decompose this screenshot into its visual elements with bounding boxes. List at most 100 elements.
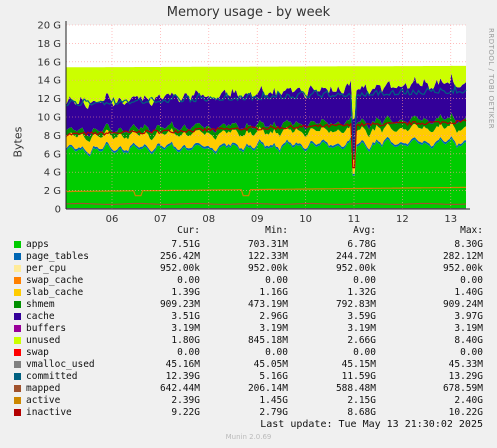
area-cache <box>66 73 466 152</box>
legend-swatch-slab_cache <box>14 289 21 296</box>
legend-avg-mapped: 588.48M <box>335 383 376 394</box>
legend-header-cur: Cur: <box>177 225 200 236</box>
legend-swatch-mapped <box>14 385 21 392</box>
legend-row-buffers: buffers 3.19M 3.19M 3.19M 3.19M <box>0 323 497 335</box>
legend-min-vmalloc_used: 45.05M <box>253 359 288 370</box>
line-committed <box>65 84 467 155</box>
legend-row-vmalloc_used: vmalloc_used 45.16M 45.05M 45.15M 45.33M <box>0 359 497 371</box>
legend-min-shmem: 473.19M <box>247 299 288 310</box>
legend-avg-cache: 3.59G <box>347 311 376 322</box>
legend-max-slab_cache: 1.40G <box>454 287 483 298</box>
legend-max-mapped: 678.59M <box>442 383 483 394</box>
legend-avg-buffers: 3.19M <box>347 323 376 334</box>
legend-cur-swap: 0.00 <box>177 347 200 358</box>
last-update: Last update: Tue May 13 21:30:02 2025 <box>260 419 483 430</box>
legend-name-shmem: shmem <box>26 299 55 310</box>
legend-cur-page_tables: 256.42M <box>159 251 200 262</box>
legend-swatch-apps <box>14 241 21 248</box>
x-tick-label: 08 <box>202 214 215 225</box>
line-inactive <box>65 119 467 169</box>
stacked-areas <box>66 65 466 209</box>
area-page_tables <box>66 136 466 176</box>
area-slab_cache <box>66 121 466 174</box>
legend-cur-apps: 7.51G <box>171 239 200 250</box>
memory-chart: 0 2 G 4 G 6 G 8 G 10 G 12 G 14 G 16 G 18 G 20 G 06 0… <box>37 21 470 225</box>
chart-title: Memory usage - by week <box>166 5 331 20</box>
legend-avg-swap: 0.00 <box>353 347 376 358</box>
legend-swatch-active <box>14 397 21 404</box>
legend-header-min: Min: <box>265 225 288 236</box>
legend-swatch-per_cpu <box>14 265 21 272</box>
legend-name-per_cpu: per_cpu <box>26 263 67 274</box>
legend-min-unused: 845.18M <box>247 335 288 346</box>
legend-name-vmalloc_used: vmalloc_used <box>26 359 95 370</box>
area-unused <box>66 65 466 120</box>
y-tick-label: 8 G <box>44 131 61 142</box>
legend-cur-swap_cache: 0.00 <box>177 275 200 286</box>
area-apps <box>66 138 466 209</box>
legend-name-mapped: mapped <box>26 383 61 394</box>
legend-avg-slab_cache: 1.32G <box>347 287 376 298</box>
legend-row-slab_cache: slab_cache 1.39G 1.16G 1.32G 1.40G <box>0 287 497 299</box>
x-tick-label: 06 <box>106 214 119 225</box>
legend-min-inactive: 2.79G <box>259 407 288 418</box>
x-tick-label: 10 <box>299 214 312 225</box>
legend-cur-vmalloc_used: 45.16M <box>165 359 200 370</box>
legend-max-apps: 8.30G <box>454 239 483 250</box>
legend-min-slab_cache: 1.16G <box>259 287 288 298</box>
legend-min-per_cpu: 952.00k <box>247 263 288 274</box>
legend-min-cache: 2.96G <box>259 311 288 322</box>
legend-max-vmalloc_used: 45.33M <box>448 359 483 370</box>
legend-name-unused: unused <box>26 335 61 346</box>
y-tick-label: 0 <box>55 205 61 216</box>
legend-avg-per_cpu: 952.00k <box>335 263 376 274</box>
legend-max-swap_cache: 0.00 <box>460 275 483 286</box>
grid-lines: 0 2 G 4 G 6 G 8 G 10 G 12 G 14 G 16 G 18 G 20 G 06 0… <box>37 21 466 225</box>
legend-max-swap: 0.00 <box>460 347 483 358</box>
legend-row-shmem: shmem 909.23M 473.19M 792.83M 909.24M <box>0 299 497 311</box>
legend-row-unused: unused 1.80G 845.18M 2.66G 8.40G <box>0 335 497 347</box>
x-tick-label: 12 <box>396 214 409 225</box>
legend-min-committed: 5.16G <box>259 371 288 382</box>
legend-name-inactive: inactive <box>26 407 72 418</box>
legend-swatch-swap_cache <box>14 277 21 284</box>
legend-cur-per_cpu: 952.00k <box>159 263 200 274</box>
legend-swatch-buffers <box>14 325 21 332</box>
legend-row-per_cpu: per_cpu 952.00k 952.00k 952.00k 952.00k <box>0 263 497 275</box>
y-tick-label: 10 G <box>37 113 61 124</box>
legend-max-cache: 3.97G <box>454 311 483 322</box>
legend-name-page_tables: page_tables <box>26 251 89 262</box>
x-tick-label: 13 <box>444 214 457 225</box>
legend-min-swap_cache: 0.00 <box>265 275 288 286</box>
legend-name-cache: cache <box>26 311 55 322</box>
x-tick-label: 09 <box>251 214 264 225</box>
legend-max-active: 2.40G <box>454 395 483 406</box>
legend-swatch-shmem <box>14 301 21 308</box>
munin-version: Munin 2.0.69 <box>225 433 272 441</box>
legend-cur-committed: 12.39G <box>165 371 200 382</box>
legend-cur-cache: 3.51G <box>171 311 200 322</box>
legend-max-unused: 8.40G <box>454 335 483 346</box>
legend-max-page_tables: 282.12M <box>442 251 483 262</box>
legend-row-cache: cache 3.51G 2.96G 3.59G 3.97G <box>0 311 497 323</box>
legend-name-buffers: buffers <box>26 323 67 334</box>
legend-swatch-cache <box>14 313 21 320</box>
x-tick-label: 11 <box>348 214 361 225</box>
legend-cur-inactive: 9.22G <box>171 407 200 418</box>
legend-min-mapped: 206.14M <box>247 383 288 394</box>
legend-name-active: active <box>26 395 61 406</box>
axes <box>65 21 470 210</box>
legend-swatch-committed <box>14 373 21 380</box>
legend-row-active: active 2.39G 1.45G 2.15G 2.40G <box>0 395 497 407</box>
legend-avg-page_tables: 244.72M <box>335 251 376 262</box>
y-tick-label: 12 G <box>37 94 61 105</box>
y-tick-label: 20 G <box>37 21 61 32</box>
legend-row-swap: swap 0.00 0.00 0.00 0.00 <box>0 347 497 359</box>
legend-cur-active: 2.39G <box>171 395 200 406</box>
legend-row-mapped: mapped 642.44M 206.14M 588.48M 678.59M <box>0 383 497 395</box>
legend-swatch-unused <box>14 337 21 344</box>
legend-min-buffers: 3.19M <box>259 323 288 334</box>
legend-name-swap_cache: swap_cache <box>26 275 84 286</box>
rrdtool-credit: RRDTOOL / TOBI OETIKER <box>487 28 495 130</box>
legend-row-page_tables: page_tables 256.42M 122.33M 244.72M 282.12M <box>0 251 497 263</box>
